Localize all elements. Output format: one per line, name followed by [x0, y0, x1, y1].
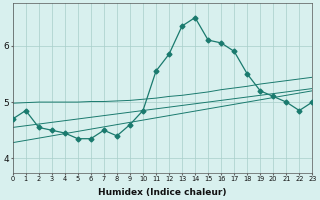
X-axis label: Humidex (Indice chaleur): Humidex (Indice chaleur) — [98, 188, 227, 197]
